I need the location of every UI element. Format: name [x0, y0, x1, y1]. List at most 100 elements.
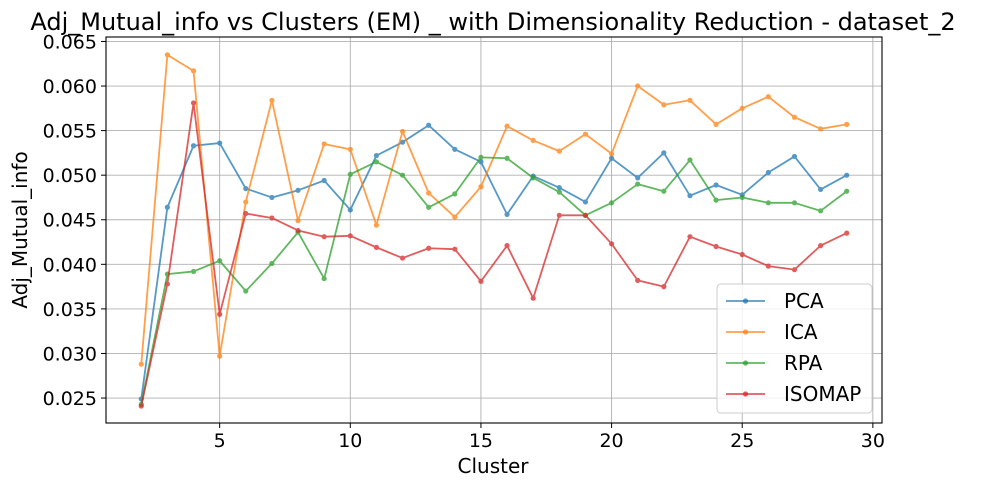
series-line-pca [140, 124, 848, 400]
data-point-ica [373, 222, 380, 228]
data-point-ica [426, 190, 432, 196]
data-point-pca [556, 185, 562, 191]
data-point-rpa [399, 172, 406, 178]
x-tick-label: 5 [214, 430, 226, 452]
data-point-ica [347, 146, 353, 152]
data-point-pca [373, 152, 380, 159]
data-point-ica [765, 94, 771, 100]
data-point-ica [164, 52, 170, 58]
data-point-rpa [373, 159, 380, 165]
axis-ticks: 5 10 15 20 25 30 0.025 0.030 0.035 0.040 0.045 0.05… [43, 31, 885, 452]
data-point-isomap [818, 243, 824, 249]
data-point-isomap [582, 212, 589, 218]
data-point-ica [530, 137, 536, 144]
data-point-pca [347, 207, 353, 213]
y-tick-label: 0.030 [43, 343, 97, 365]
data-point-ica [844, 121, 850, 127]
data-point-rpa [426, 204, 432, 210]
x-tick-label: 20 [599, 430, 623, 452]
data-point-ica [635, 83, 641, 89]
legend-item-ica: ICA [726, 320, 818, 344]
data-point-rpa [269, 260, 275, 267]
data-point-isomap [347, 233, 353, 239]
data-point-ica [243, 199, 249, 205]
x-tick-label: 10 [338, 430, 362, 452]
y-tick-label: 0.060 [43, 76, 97, 98]
data-point-pca [426, 122, 432, 128]
data-point-pca [818, 186, 824, 193]
data-point-pca [635, 175, 641, 181]
data-point-isomap [635, 277, 641, 283]
data-point-ica [321, 141, 327, 147]
legend-marker-rpa [742, 360, 749, 366]
data-point-isomap [243, 210, 249, 217]
data-point-rpa [765, 200, 771, 206]
x-tick-label: 30 [861, 430, 885, 452]
data-point-rpa [452, 191, 458, 197]
y-tick-label: 0.045 [43, 210, 97, 232]
data-point-pca [243, 185, 249, 192]
data-point-pca [190, 143, 197, 149]
legend-label-ica: ICA [784, 320, 818, 344]
data-point-ica [556, 148, 562, 154]
data-point-isomap [608, 241, 615, 247]
data-point-rpa [713, 197, 719, 203]
series-ica [138, 52, 850, 367]
data-point-isomap [373, 244, 380, 250]
data-point-isomap [164, 281, 170, 287]
data-point-ica [582, 131, 589, 137]
data-point-rpa [687, 157, 693, 163]
y-tick-label: 0.035 [43, 299, 97, 321]
grid [106, 37, 882, 423]
data-point-isomap [765, 263, 771, 269]
data-point-rpa [608, 200, 615, 206]
data-point-pca [399, 139, 406, 145]
data-point-rpa [504, 155, 510, 161]
series-line-ica [140, 53, 847, 365]
data-point-pca [295, 187, 301, 193]
legend-marker-ica [742, 329, 749, 335]
data-point-isomap [426, 245, 432, 251]
data-point-ica [138, 361, 144, 367]
series-pca [138, 122, 850, 402]
legend: PCA ICA RPA ISOMAP [716, 283, 873, 414]
data-point-isomap [321, 234, 327, 240]
series-line-isomap [140, 102, 848, 407]
series-isomap [138, 100, 850, 409]
data-point-rpa [347, 171, 353, 177]
data-point-isomap [661, 284, 667, 290]
data-point-rpa [217, 258, 223, 264]
data-point-pca [608, 155, 615, 161]
y-tick-label: 0.055 [43, 121, 97, 143]
data-point-ica [190, 68, 197, 74]
y-tick-label: 0.025 [43, 388, 97, 410]
data-point-isomap [217, 311, 223, 317]
y-tick-label: 0.050 [43, 165, 97, 187]
legend-item-isomap: ISOMAP [726, 382, 861, 406]
data-point-rpa [739, 194, 745, 201]
y-tick-label: 0.065 [43, 31, 97, 53]
data-point-ica [269, 97, 275, 103]
data-point-pca [661, 150, 667, 156]
data-point-isomap [687, 234, 693, 240]
data-point-pca [217, 140, 223, 146]
series-line-rpa [140, 156, 848, 405]
data-point-isomap [739, 251, 745, 258]
data-point-rpa [818, 208, 824, 214]
data-point-ica [217, 353, 223, 359]
data-point-pca [321, 177, 327, 184]
data-point-ica [713, 121, 719, 127]
legend-label-rpa: RPA [784, 351, 823, 375]
y-tick-label: 0.040 [43, 254, 97, 276]
legend-label-pca: PCA [784, 289, 824, 313]
data-point-ica [504, 123, 510, 129]
series-lines [138, 52, 850, 409]
x-tick-label: 15 [469, 430, 493, 452]
data-point-isomap [138, 403, 144, 409]
data-point-isomap [844, 230, 850, 236]
chart-title: Adj_Mutual_info vs Clusters (EM) _ with … [30, 8, 955, 36]
legend-item-rpa: RPA [726, 351, 823, 375]
data-point-rpa [321, 275, 327, 282]
